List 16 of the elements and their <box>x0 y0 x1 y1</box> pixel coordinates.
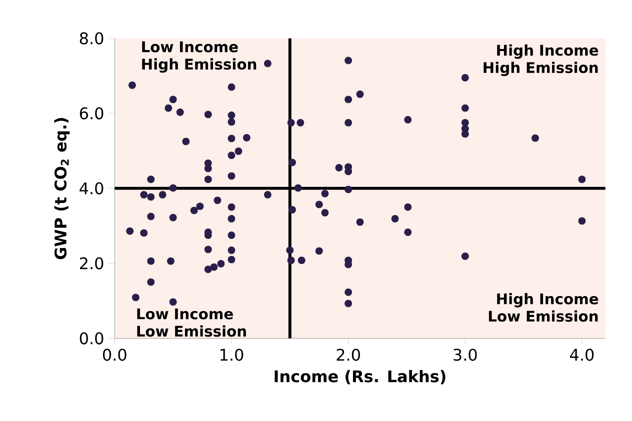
annotation: High Income Low Emission <box>488 293 598 322</box>
annotation: High Income High Emission <box>484 44 598 76</box>
y-tick-label: 8.0 <box>80 32 104 44</box>
x-axis-title: Income (Rs. Lakhs) <box>274 370 446 384</box>
y-tick-label: 2.0 <box>80 257 104 270</box>
x-tick-label: 3.0 <box>454 348 477 361</box>
y-tick-label: 0.0 <box>80 332 104 344</box>
x-tick-label: 2.0 <box>336 348 360 361</box>
annotation: Low Income Low Emission <box>137 308 246 337</box>
x-tick-label: 4.0 <box>570 348 594 361</box>
y-tick-label: 6.0 <box>80 107 104 120</box>
y-axis-title: GWP (t CO$_{2}$ eq.) <box>54 118 70 260</box>
x-tick-label: 1.0 <box>220 348 244 361</box>
annotation: Low Income High Emission <box>142 41 256 73</box>
y-tick-label: 4.0 <box>80 182 104 194</box>
x-tick-label: 0.0 <box>103 348 126 361</box>
